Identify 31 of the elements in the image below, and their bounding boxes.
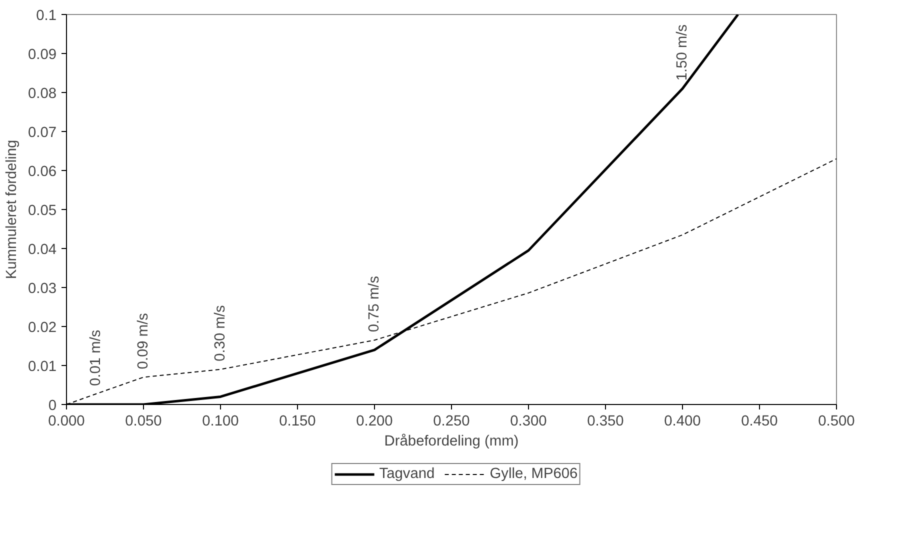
- x-tick-label: 0.500: [818, 414, 855, 430]
- y-tick-label: 0.09: [28, 47, 57, 63]
- x-tick-label: 0.300: [510, 414, 547, 430]
- x-tick-label: 0.350: [587, 414, 624, 430]
- legend-label: Gylle, MP606: [490, 466, 578, 482]
- legend-label: Tagvand: [379, 466, 435, 482]
- x-tick-label: 0.250: [433, 414, 470, 430]
- y-tick-label: 0.07: [28, 125, 57, 141]
- y-tick-label: 0.01: [28, 359, 57, 375]
- annotation: 0.01 m/s: [88, 330, 104, 386]
- y-tick-label: 0.08: [28, 86, 57, 102]
- y-tick-label: 0.06: [28, 164, 57, 180]
- y-axis-title: Kummuleret fordeling: [4, 140, 20, 280]
- annotation: 0.75 m/s: [366, 276, 382, 332]
- x-tick-label: 0.000: [48, 414, 85, 430]
- x-tick-label: 0.400: [664, 414, 701, 430]
- x-tick-label: 0.200: [356, 414, 393, 430]
- x-axis-title: Dråbefordeling (mm): [384, 434, 519, 450]
- y-tick-label: 0: [48, 398, 57, 414]
- y-tick-label: 0.04: [28, 242, 57, 258]
- annotation: 0.30 m/s: [212, 305, 228, 362]
- x-tick-label: 0.450: [741, 414, 778, 430]
- y-tick-label: 0.03: [28, 281, 57, 297]
- y-tick-label: 0.02: [28, 320, 57, 336]
- x-tick-label: 0.050: [125, 414, 162, 430]
- x-tick-label: 0.100: [202, 414, 239, 430]
- annotation: 1.50 m/s: [674, 24, 690, 81]
- y-tick-label: 0.1: [36, 8, 56, 24]
- y-tick-label: 0.05: [28, 203, 57, 219]
- annotation: 0.09 m/s: [136, 312, 152, 370]
- x-tick-label: 0.150: [279, 414, 316, 430]
